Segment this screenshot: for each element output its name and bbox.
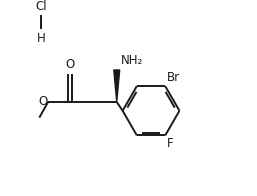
Polygon shape [114,70,120,102]
Text: H: H [37,32,46,45]
Text: NH₂: NH₂ [121,54,143,67]
Text: F: F [167,137,174,150]
Text: Cl: Cl [35,0,47,13]
Text: O: O [65,58,74,71]
Text: O: O [38,95,47,108]
Text: Br: Br [167,71,180,84]
